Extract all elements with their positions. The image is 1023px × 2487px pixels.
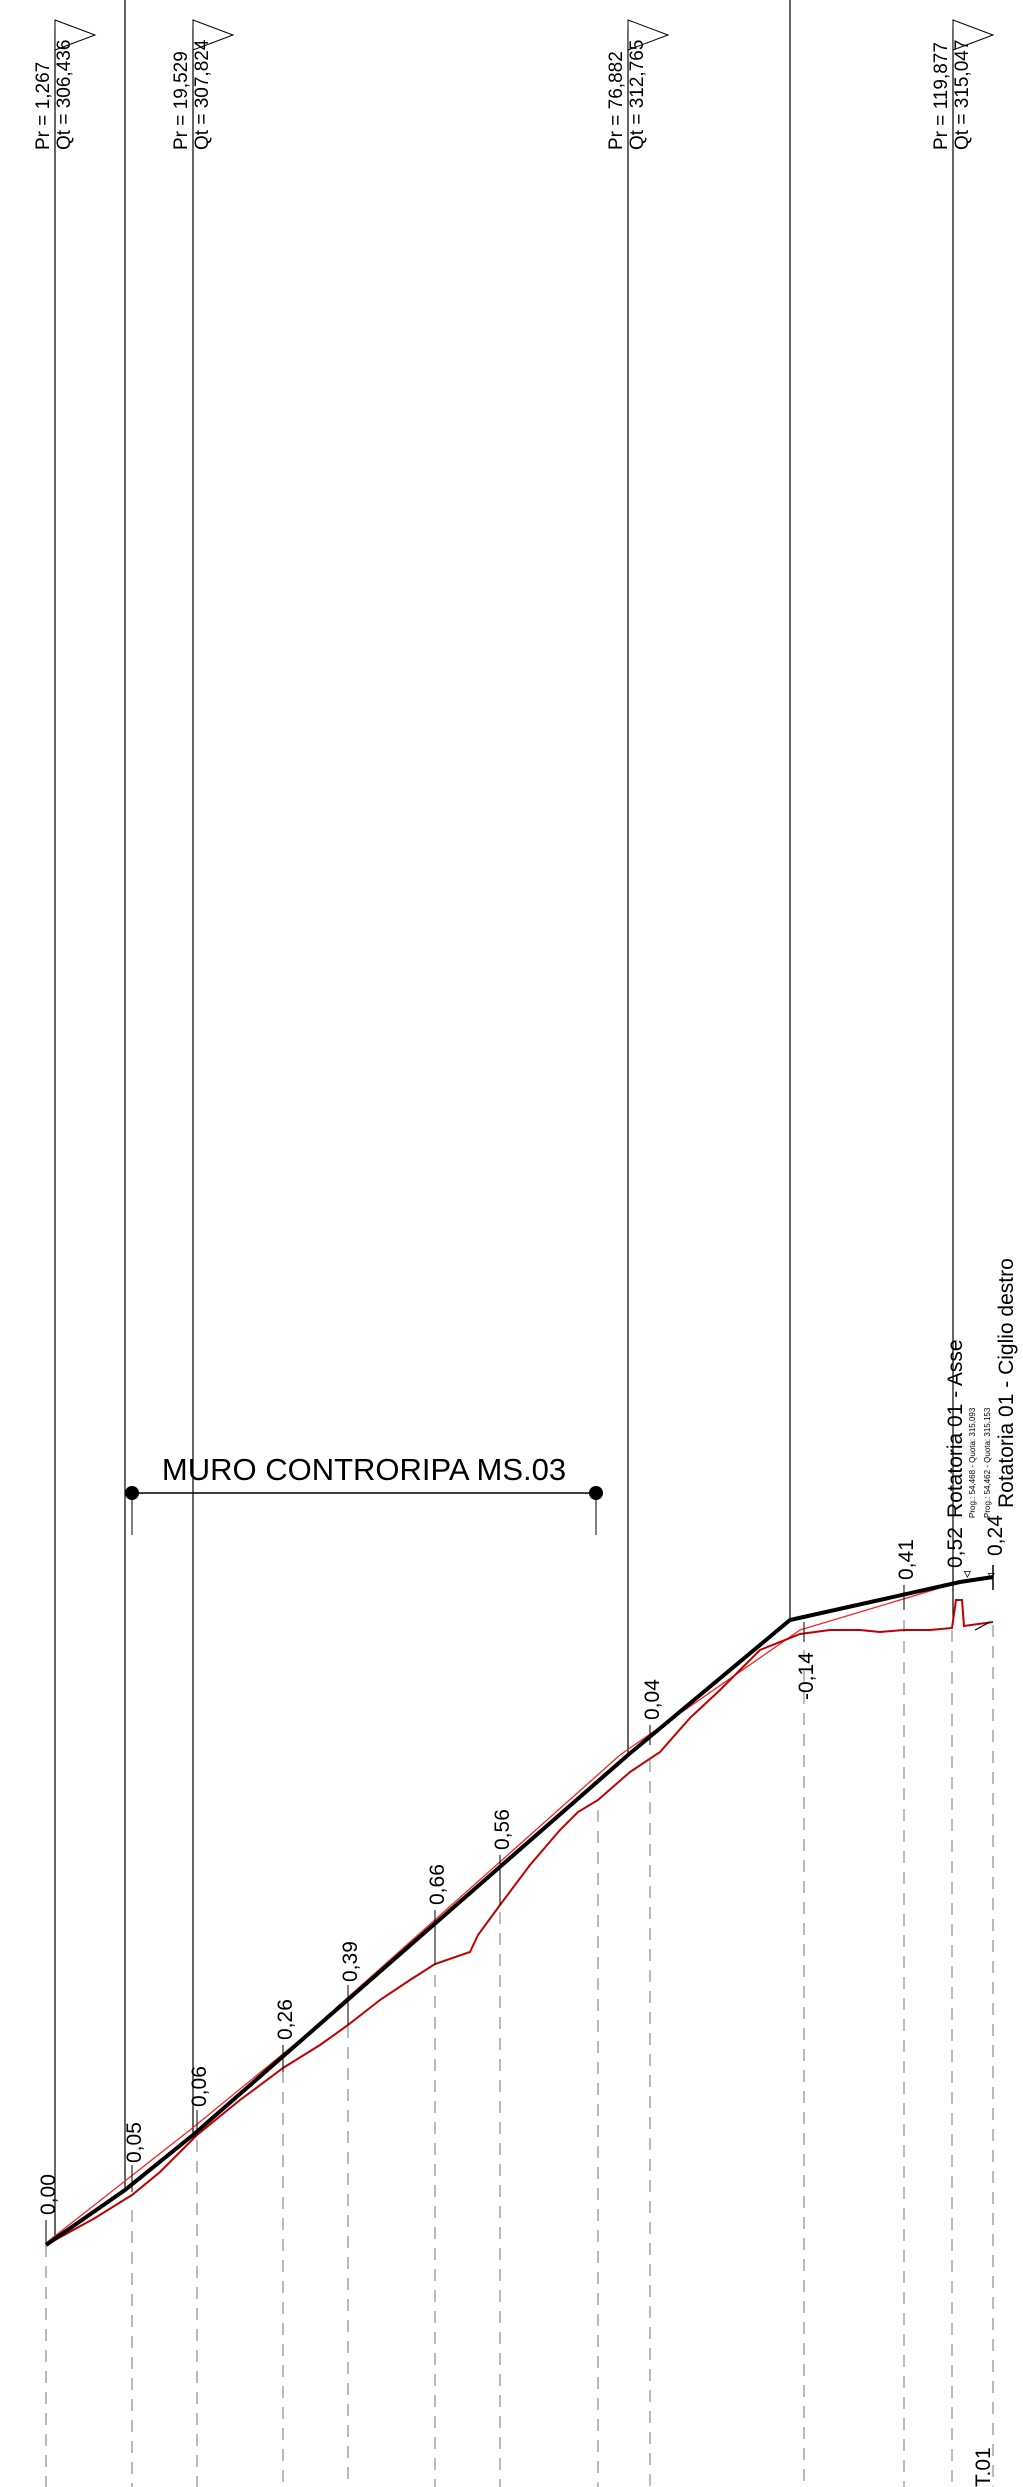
station-marker-icon (952, 19, 995, 51)
station-marker-icon (192, 19, 235, 51)
difference-value: 0,00 (37, 2174, 60, 2215)
asse-point-name: Rotatoria 01 - Asse (944, 1339, 967, 1518)
wall-dimension: MURO CONTRORIPA MS.03 (125, 1452, 603, 1535)
difference-value: 0,52 (944, 1527, 967, 1568)
difference-value: 0,39 (339, 1941, 362, 1982)
terrain-profile-line (45, 1599, 994, 2246)
station-triangles (54, 19, 995, 51)
station-qt-label: Qt = 307,824 (192, 39, 213, 150)
arrow-marker-icon: ◃ (958, 1571, 974, 1578)
project-profile-line (44, 1575, 994, 2247)
difference-value: 0,26 (274, 1999, 297, 2040)
difference-value: 0,05 (123, 2122, 146, 2163)
wall-title: MURO CONTRORIPA MS.03 (162, 1452, 566, 1487)
ciglio-point-name: Rotatoria 01 - Ciglio destro (995, 1258, 1018, 1508)
station-pr-label: Pr = 1,267 (33, 62, 54, 150)
station-pr-label: Pr = 19,529 (171, 51, 192, 150)
sheet-code: T.01 (972, 2447, 995, 2487)
dashed-extensions (45, 1620, 994, 2487)
difference-value: 0,06 (188, 2066, 211, 2107)
ciglio-point-info: Prog.: 54,462 - Quota: 315,153 (983, 1407, 992, 1518)
arrow-marker-icon: ◃ (982, 1573, 998, 1580)
reference-grade-line (45, 1581, 961, 2244)
difference-value: 0,56 (491, 1809, 514, 1850)
station-qt-label: Qt = 312,765 (627, 40, 648, 150)
station-pr-label: Pr = 119,877 (931, 42, 952, 150)
difference-value: 0,24 (984, 1515, 1007, 1556)
station-qt-label: Qt = 315,047 (952, 40, 973, 150)
station-marker-icon (54, 19, 97, 51)
station-qt-label: Qt = 306,436 (54, 40, 75, 150)
difference-value: -0,14 (795, 1652, 818, 1700)
difference-value: 0,41 (895, 1539, 918, 1580)
asse-point-info: Prog.: 54,468 - Quota: 315,093 (968, 1407, 977, 1518)
difference-ticks (45, 1585, 905, 2243)
station-marker-icon (627, 19, 670, 51)
difference-value: 0,04 (641, 1679, 664, 1720)
station-pr-label: Pr = 76,882 (606, 51, 627, 150)
ciglio-leader (974, 1621, 991, 1631)
difference-value: 0,66 (426, 1864, 449, 1905)
